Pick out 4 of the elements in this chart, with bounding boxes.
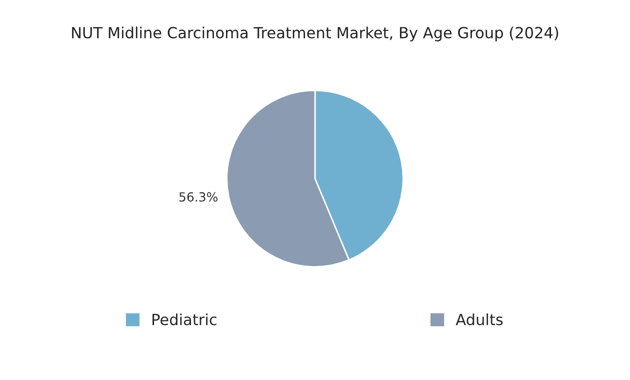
legend-label: Pediatric xyxy=(152,313,216,326)
chart-title: NUT Midline Carcinoma Treatment Market, By Age Group (2024) xyxy=(72,26,558,42)
legend-label: Adults xyxy=(456,313,503,326)
data-label: 56.3% xyxy=(179,192,218,202)
